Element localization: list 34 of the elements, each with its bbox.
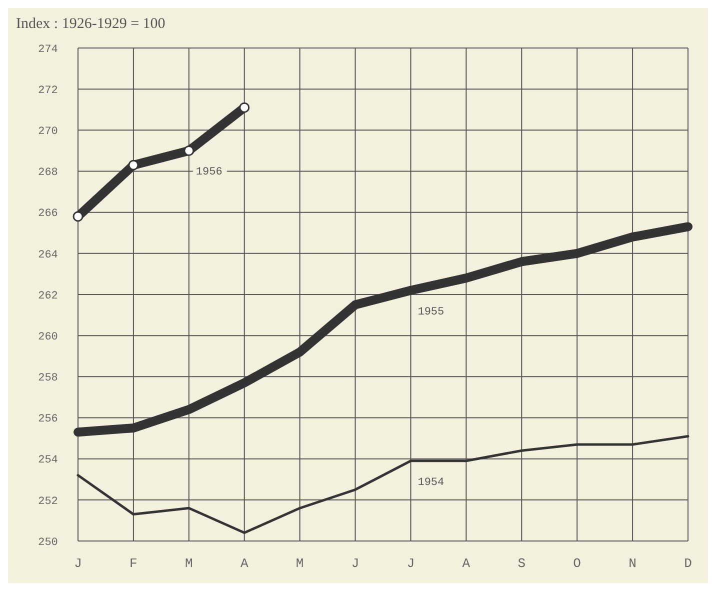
y-tick-label: 258: [38, 372, 58, 385]
x-tick-label: A: [240, 556, 248, 571]
y-tick-label: 252: [38, 496, 58, 508]
y-tick-label: 264: [38, 249, 58, 262]
point: [128, 160, 139, 170]
x-tick-label: D: [684, 556, 692, 571]
x-tick-label: A: [462, 556, 470, 571]
x-tick-label: M: [185, 556, 193, 571]
y-tick-label: 270: [38, 126, 58, 138]
y-tick-label: 256: [38, 414, 58, 426]
x-tick-label: J: [74, 556, 82, 571]
x-tick-label: O: [573, 556, 582, 571]
y-tick-label: 260: [38, 331, 58, 344]
y-tick-label: 266: [38, 208, 58, 220]
x-tick-label: N: [628, 556, 636, 571]
y-tick-label: 262: [38, 290, 58, 302]
y-tick-label: 254: [38, 454, 58, 467]
x-tick-label: M: [296, 556, 304, 571]
y-tick-label: 250: [38, 536, 58, 549]
y-tick-label: 274: [38, 44, 58, 56]
series-label: 1955: [418, 306, 444, 318]
x-tick-label: S: [518, 556, 526, 571]
point: [72, 211, 84, 222]
series-label: 1954: [418, 476, 445, 489]
line-series: [76, 434, 690, 534]
x-tick-label: J: [351, 556, 360, 571]
point: [184, 145, 194, 156]
x-tick-label: F: [130, 556, 138, 571]
x-tick-label: J: [406, 556, 415, 571]
y-axis-title: Index : 1926-1929 = 100: [16, 16, 166, 32]
point: [239, 102, 250, 113]
y-tick-label: 272: [38, 84, 58, 97]
y-tick-label: 268: [38, 167, 58, 180]
series-label: 1956: [196, 166, 222, 179]
